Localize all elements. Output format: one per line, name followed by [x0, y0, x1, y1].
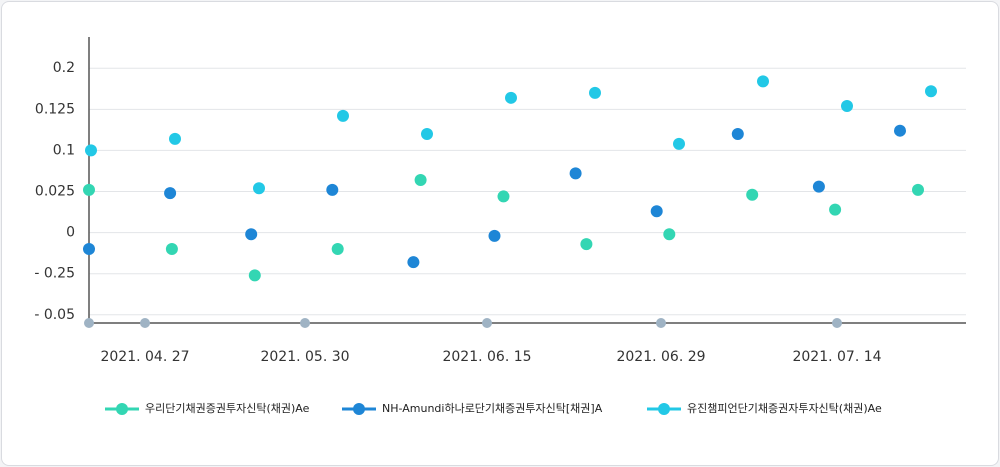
- data-point: [663, 228, 676, 241]
- data-point: [746, 188, 759, 201]
- y-tick-label: 0.2: [53, 60, 75, 76]
- data-point: [912, 183, 924, 196]
- legend-label: 유진챔피언단기채증권자투자신탁(채권)Ae: [687, 402, 882, 415]
- legend-swatch-dot: [116, 403, 128, 415]
- data-point: [894, 124, 906, 137]
- data-point: [841, 100, 853, 113]
- data-point: [569, 167, 582, 180]
- data-point: [85, 144, 97, 157]
- data-point: [421, 127, 433, 140]
- data-point: [580, 238, 593, 251]
- y-tick-label: 0.025: [35, 184, 75, 200]
- legend-label: NH-Amundi하나로단기채증권투자신탁[채권]A: [382, 401, 603, 415]
- legend-swatch-dot: [353, 403, 365, 415]
- y-tick-label: - 0.05: [34, 307, 75, 323]
- data-point: [673, 137, 685, 150]
- data-point: [337, 109, 349, 122]
- x-tick-label: 2021. 06. 15: [442, 349, 531, 365]
- legend-label: 우리단기채권증권투자신탁(채권)Ae: [145, 402, 310, 415]
- x-tick-dot: [84, 318, 94, 328]
- legend-swatch-dot: [658, 403, 670, 415]
- y-tick-label: 0.125: [35, 101, 75, 117]
- data-point: [407, 256, 420, 269]
- y-tick-label: 0: [66, 225, 75, 241]
- x-tick-label: 2021. 06. 29: [616, 349, 705, 365]
- data-point: [164, 187, 177, 200]
- x-tick-label: 2021. 04. 27: [100, 349, 189, 365]
- x-tick-dot: [656, 318, 666, 328]
- x-tick-label: 2021. 07. 14: [792, 349, 881, 365]
- data-point: [169, 132, 181, 145]
- data-point: [326, 183, 339, 196]
- data-point: [245, 228, 258, 241]
- data-point: [812, 180, 825, 193]
- data-point: [497, 190, 510, 203]
- data-point: [414, 174, 427, 186]
- data-point: [731, 127, 744, 140]
- x-tick-dot: [832, 318, 842, 328]
- data-point: [505, 91, 517, 104]
- data-point: [829, 203, 842, 216]
- data-point: [650, 205, 663, 218]
- data-point: [925, 85, 937, 98]
- data-point: [589, 86, 601, 99]
- data-point: [83, 183, 95, 196]
- y-tick-label: - 0.25: [34, 266, 75, 282]
- data-point: [331, 243, 344, 256]
- data-point: [253, 182, 265, 195]
- data-point: [83, 243, 95, 256]
- x-tick-dot: [300, 318, 310, 328]
- data-point: [165, 243, 178, 256]
- data-point: [248, 269, 261, 282]
- x-tick-label: 2021. 05. 30: [260, 349, 349, 365]
- x-tick-dot: [482, 318, 492, 328]
- data-point: [488, 229, 501, 242]
- x-tick-dot: [140, 318, 150, 328]
- y-tick-label: 0.1: [53, 142, 75, 158]
- data-point: [757, 75, 769, 88]
